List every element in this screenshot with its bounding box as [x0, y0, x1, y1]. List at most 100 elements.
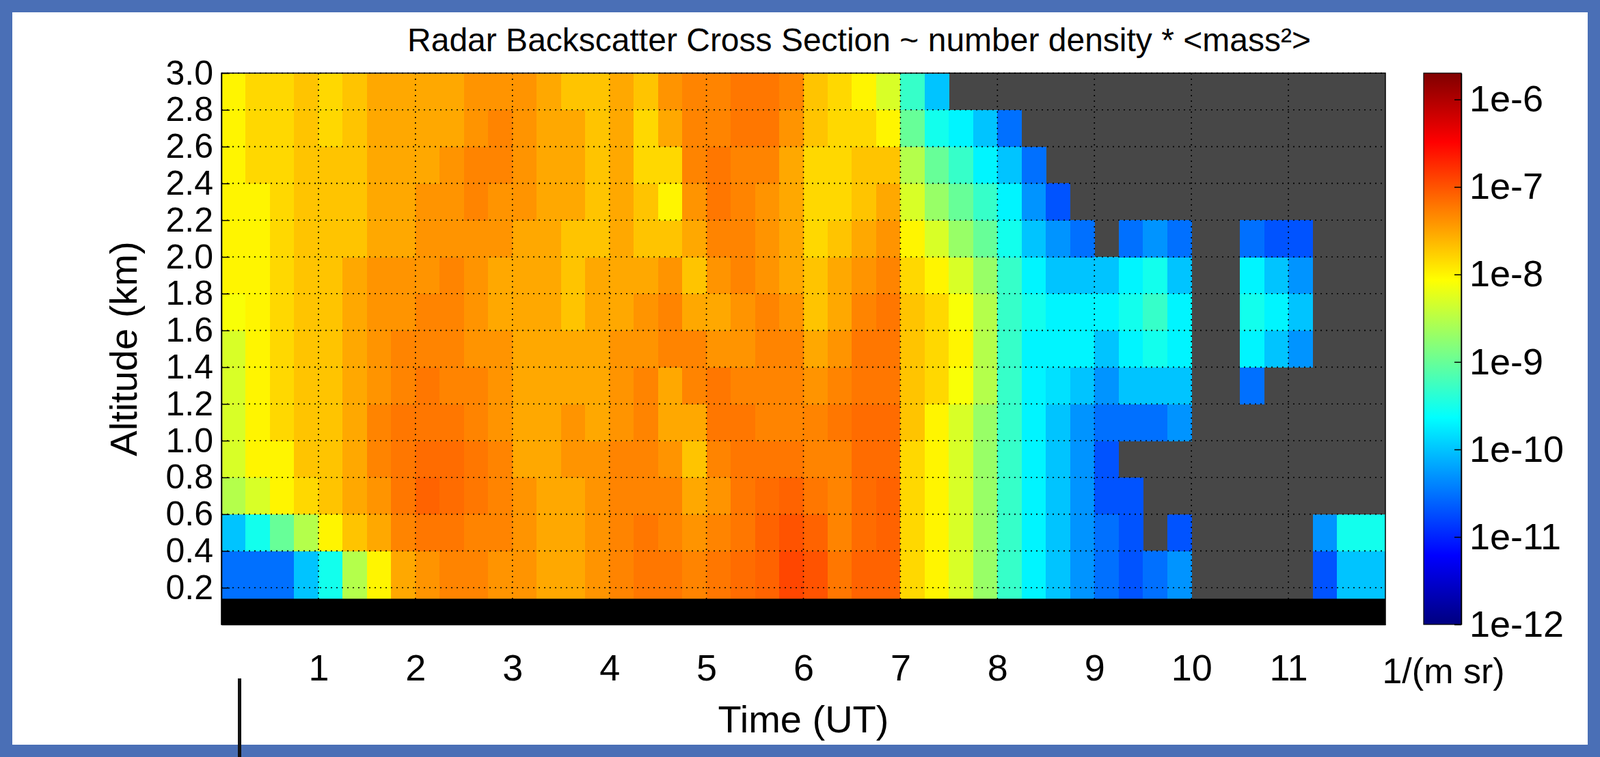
heatmap-cell [876, 220, 901, 257]
heatmap-cell [536, 73, 562, 111]
heatmap-cell [948, 293, 974, 331]
heatmap-cell [755, 367, 780, 404]
heatmap-cell [948, 256, 974, 294]
heatmap-cell [487, 403, 513, 441]
heatmap-cell [1118, 550, 1144, 600]
tick-label: 7 [890, 647, 912, 689]
grid [221, 73, 1386, 625]
heatmap-cell [730, 256, 756, 294]
heatmap-cell [948, 110, 974, 147]
heatmap-cell [827, 110, 853, 147]
heatmap-cell [585, 550, 610, 600]
heatmap-cell [730, 146, 756, 184]
heatmap-cell [415, 73, 441, 111]
tick-mark [1454, 274, 1462, 276]
heatmap-cell [827, 146, 853, 184]
heatmap-cell [633, 293, 659, 331]
heatmap-cell [900, 550, 925, 600]
heatmap-cell [658, 367, 683, 404]
tick: 4 [599, 616, 620, 689]
heatmap-cell [293, 146, 319, 184]
heatmap-cell [464, 403, 489, 441]
heatmap-cell [1142, 367, 1168, 404]
heatmap-cell [730, 477, 756, 515]
heatmap-cell [924, 110, 950, 147]
heatmap-cell [1167, 403, 1192, 441]
heatmap-cell [367, 550, 392, 600]
heatmap-cell [609, 146, 635, 184]
tick-mark [1454, 449, 1462, 452]
heatmap-cell [1239, 330, 1265, 368]
heatmap-cell [706, 146, 732, 184]
heatmap-cell [221, 514, 247, 552]
heatmap-cell [633, 477, 659, 515]
heatmap-cell [755, 110, 780, 147]
heatmap-cell [415, 293, 441, 331]
heatmap-cell [1094, 550, 1119, 600]
x-axis-title: Time (UT) [718, 697, 890, 741]
heatmap-cell [245, 367, 270, 404]
heatmap-cell [464, 110, 489, 147]
heatmap-cell [561, 550, 586, 600]
grid-line [803, 73, 805, 625]
heatmap-cell [1094, 477, 1119, 515]
heatmap-cell [342, 146, 368, 184]
heatmap-cell [415, 550, 441, 600]
heatmap-cell [973, 256, 998, 294]
heatmap-cell [293, 183, 319, 221]
heatmap-cell [439, 293, 465, 331]
heatmap-cell [318, 110, 344, 147]
heatmap-cell [342, 183, 368, 221]
heatmap-cell [487, 146, 513, 184]
heatmap-cell [851, 514, 877, 552]
heatmap-cell [1070, 550, 1095, 600]
heatmap-cell [924, 514, 950, 552]
tick-mark [997, 616, 999, 625]
heatmap-cell [973, 293, 998, 331]
heatmap-cell [851, 183, 877, 221]
heatmap-cell [827, 220, 853, 257]
heatmap-cell [924, 330, 950, 368]
heatmap-cell [1288, 330, 1313, 368]
heatmap-cell [851, 220, 877, 257]
tick-mark [221, 440, 230, 443]
heatmap-cell [512, 440, 538, 478]
tick: 1.6 [165, 310, 230, 350]
heatmap-cell [730, 110, 756, 147]
heatmap-cell [415, 367, 441, 404]
heatmap-cell [318, 477, 344, 515]
heatmap-cell [779, 220, 804, 257]
heatmap-cell [1264, 293, 1290, 331]
heatmap-cell [948, 183, 974, 221]
heatmap-cell [439, 477, 465, 515]
grid-line [221, 330, 1386, 332]
heatmap-cell [827, 293, 853, 331]
heatmap-cell [512, 146, 538, 184]
heatmap-cell [1118, 256, 1144, 294]
heatmap-cell [1070, 514, 1095, 552]
tick-label: 1e-10 [1469, 428, 1564, 470]
heatmap-cell [221, 73, 247, 111]
tick-label: 1 [308, 647, 329, 689]
heatmap-cell [269, 256, 295, 294]
heatmap-cell [512, 403, 538, 441]
heatmap-cell [973, 403, 998, 441]
heatmap-cell [1118, 293, 1144, 331]
heatmap-cell [1070, 256, 1095, 294]
heatmap-cell [561, 440, 586, 478]
heatmap-cell [1288, 220, 1313, 257]
plot-frame [221, 73, 1386, 625]
heatmap-cell [1167, 220, 1192, 257]
heatmap-cell [609, 330, 635, 368]
heatmap-cell [706, 293, 732, 331]
heatmap-cell [803, 183, 829, 221]
grid-line [221, 109, 1386, 111]
tick-label: 1.8 [165, 274, 214, 313]
grid-line [221, 550, 1386, 553]
heatmap-cell [948, 367, 974, 404]
tick-mark [1094, 616, 1096, 625]
tick-label: 1e-9 [1469, 341, 1544, 383]
heatmap-cell [367, 440, 392, 478]
heatmap-cell [536, 256, 562, 294]
tick-label: 11 [1269, 647, 1309, 689]
